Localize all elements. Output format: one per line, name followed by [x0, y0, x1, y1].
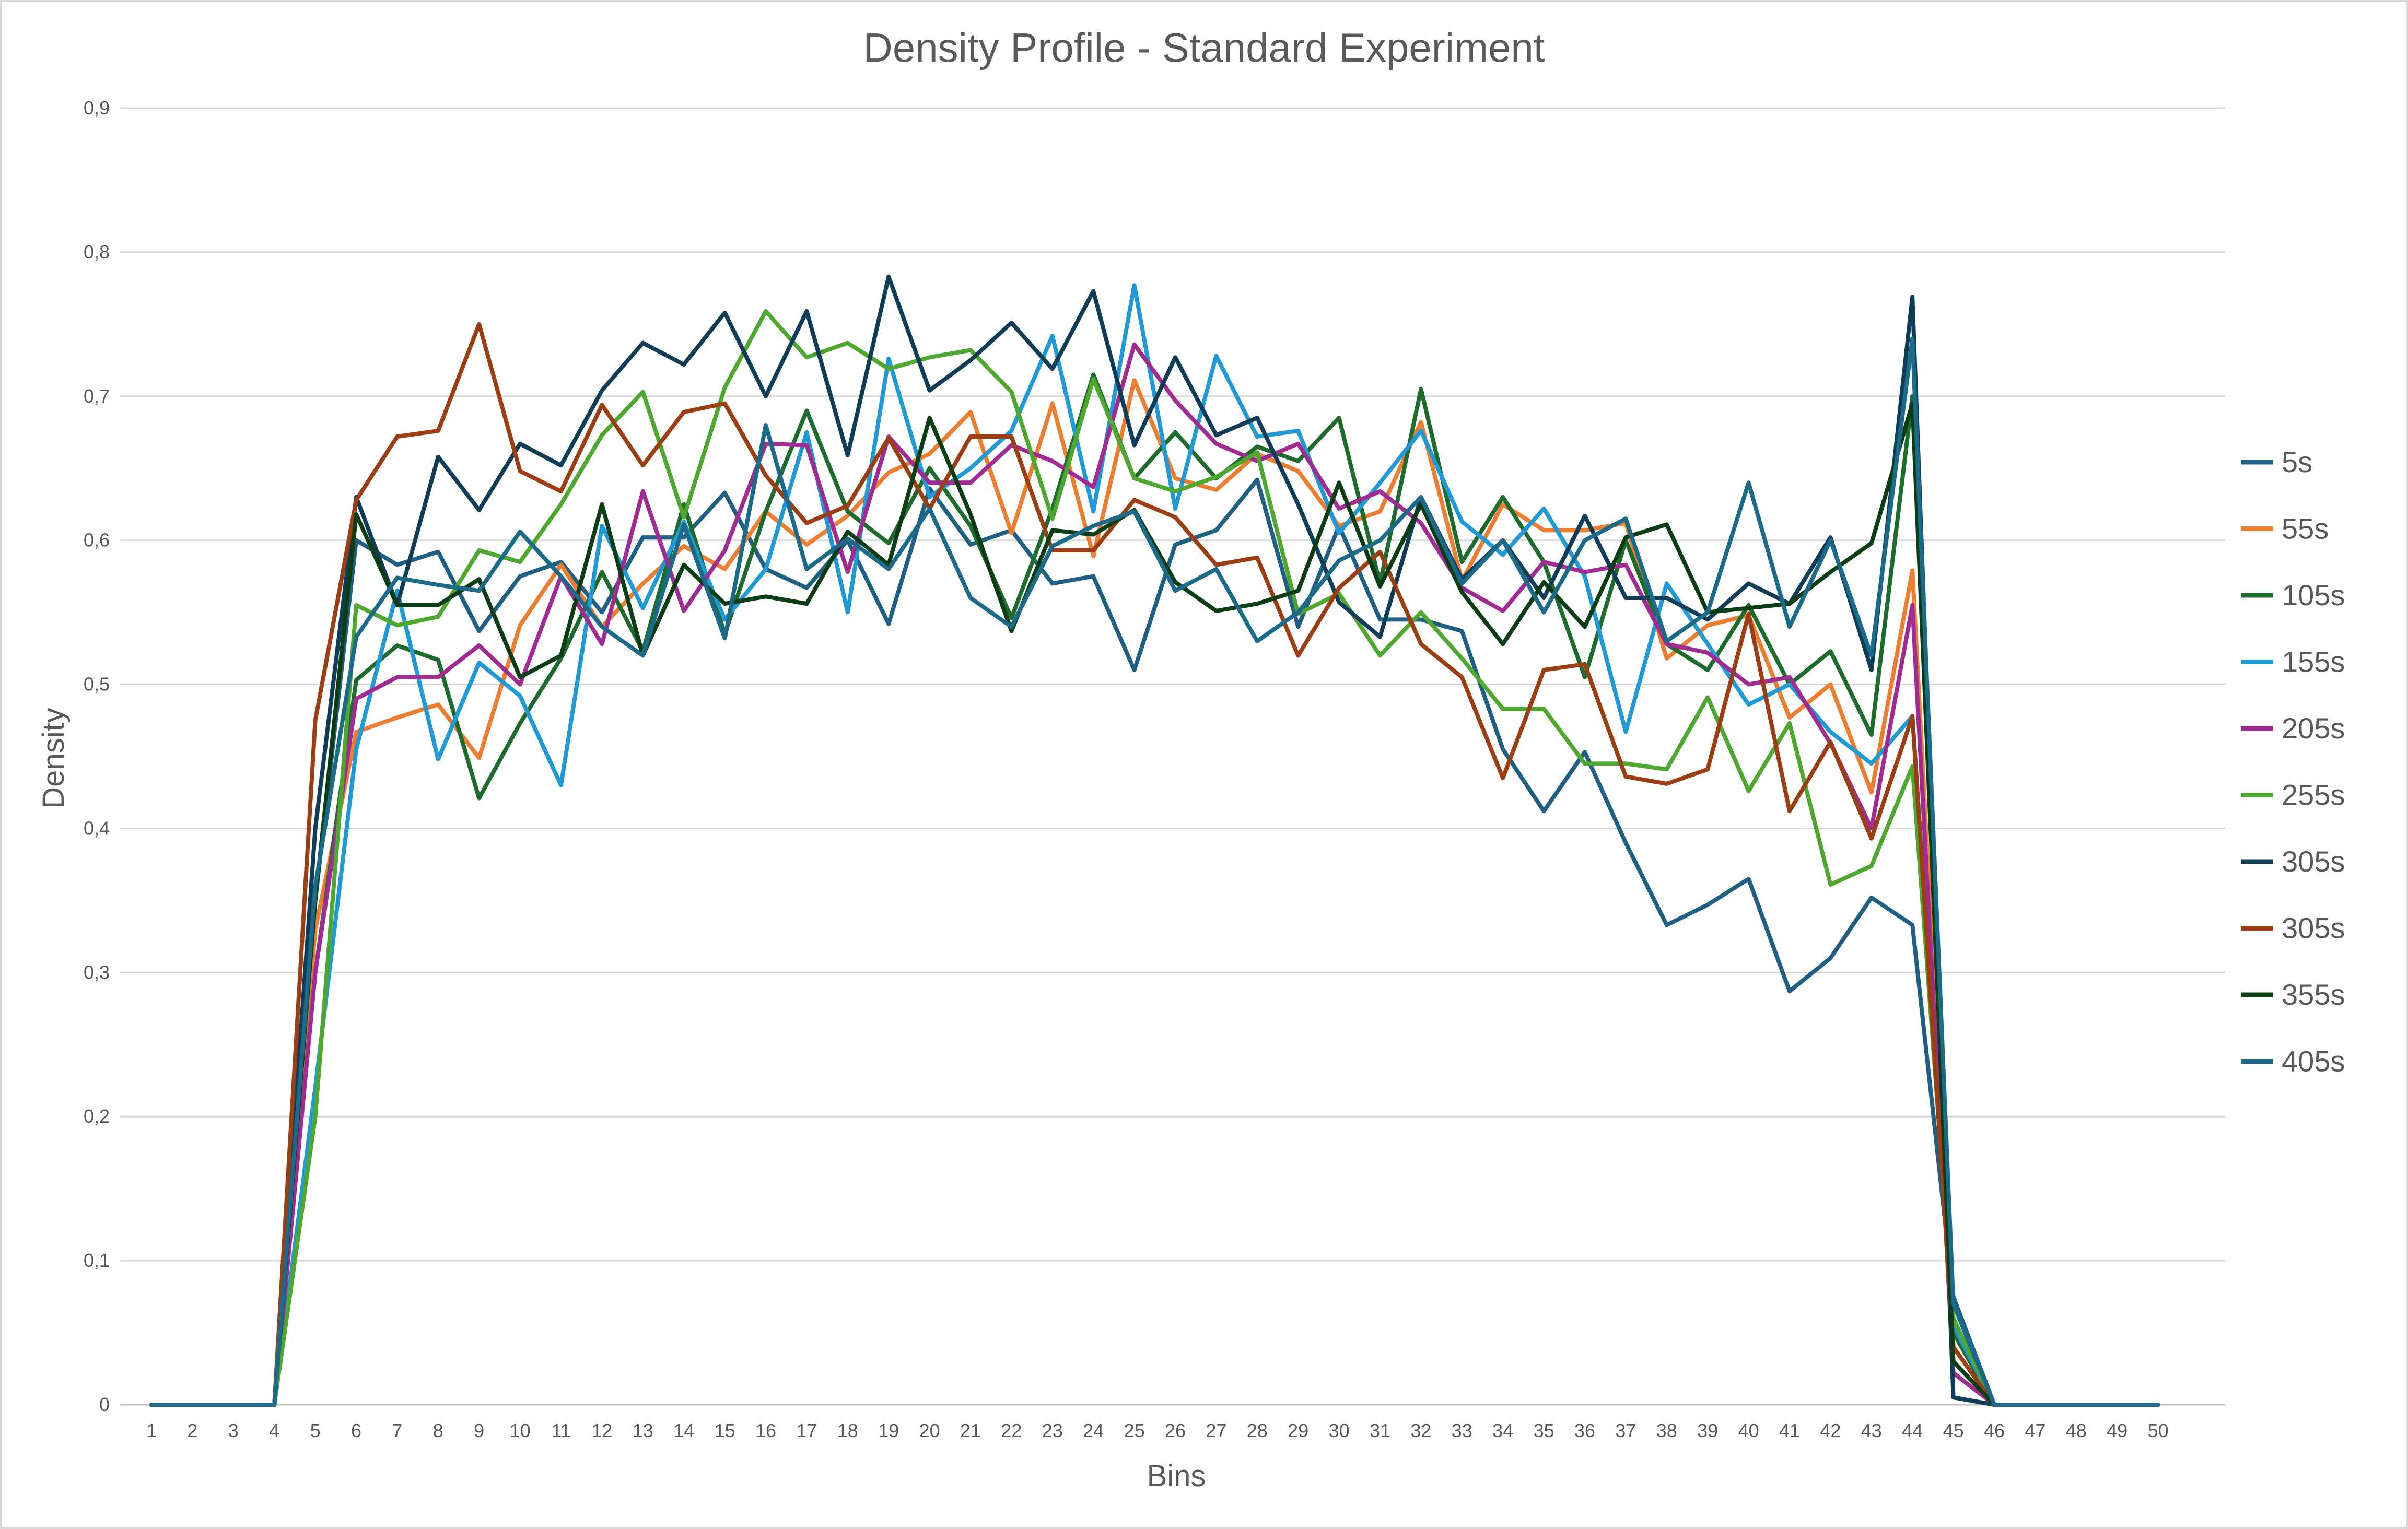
- x-tick-label: 41: [1779, 1420, 1800, 1441]
- y-tick-label: 0,3: [84, 961, 110, 983]
- y-tick-label: 0,7: [84, 385, 110, 407]
- x-tick-label: 34: [1492, 1420, 1513, 1441]
- series-line-2: [149, 378, 2160, 1407]
- legend-label: 155s: [2282, 645, 2345, 678]
- legend-label: 5s: [2282, 445, 2312, 478]
- x-tick-label: 37: [1615, 1420, 1636, 1441]
- x-tick-label: 1: [146, 1420, 157, 1441]
- x-tick-label: 11: [551, 1420, 570, 1441]
- x-tick-label: 50: [2148, 1420, 2169, 1441]
- legend-label: 405s: [2282, 1045, 2345, 1078]
- chart-title: Density Profile - Standard Experiment: [863, 25, 1545, 70]
- x-tick-label: 10: [510, 1420, 531, 1441]
- x-axis-title: Bins: [1147, 1459, 1206, 1493]
- legend-label: 205s: [2282, 712, 2345, 745]
- x-tick-label: 30: [1329, 1420, 1350, 1441]
- x-tick-label: 33: [1452, 1420, 1472, 1441]
- x-tick-label: 40: [1738, 1420, 1759, 1441]
- y-axis-title: Density: [37, 708, 71, 808]
- x-tick-label: 4: [269, 1420, 279, 1441]
- x-tick-label: 9: [474, 1420, 484, 1441]
- x-tick-label: 6: [351, 1420, 361, 1441]
- x-tick-label: 2: [187, 1420, 197, 1441]
- legend-label: 305s: [2282, 912, 2345, 945]
- legend-label: 355s: [2282, 978, 2345, 1011]
- x-tick-label: 21: [960, 1420, 981, 1441]
- x-tick-label: 12: [591, 1420, 612, 1441]
- x-tick-label: 22: [1001, 1420, 1022, 1441]
- x-tick-label: 20: [919, 1420, 940, 1441]
- series-line-1: [149, 477, 2160, 1407]
- x-tick-label: 31: [1370, 1420, 1390, 1441]
- y-tick-label: 0,5: [84, 674, 110, 695]
- x-tick-label: 15: [715, 1420, 735, 1441]
- series-line-9: [149, 401, 2160, 1407]
- x-tick-label: 35: [1534, 1420, 1554, 1441]
- x-tick-label: 29: [1288, 1420, 1308, 1441]
- x-tick-label: 45: [1943, 1420, 1964, 1441]
- legend-label: 255s: [2282, 779, 2345, 811]
- x-tick-label: 32: [1410, 1420, 1431, 1441]
- legend-label: 305s: [2282, 845, 2345, 878]
- x-tick-label: 26: [1165, 1420, 1186, 1441]
- x-tick-label: 48: [2066, 1420, 2087, 1441]
- y-tick-label: 0,8: [84, 241, 110, 263]
- legend-label: 55s: [2282, 512, 2329, 545]
- x-tick-label: 47: [2025, 1420, 2045, 1441]
- y-tick-label: 0,9: [84, 97, 110, 119]
- x-tick-label: 14: [673, 1420, 694, 1441]
- y-tick-label: 0,4: [84, 817, 110, 839]
- x-tick-label: 17: [796, 1420, 817, 1441]
- series-line-6: [149, 309, 2160, 1407]
- legend: 5s 55s 105s 155s 205s 255s 305s 305s 355s 405s: [2241, 445, 2345, 1078]
- y-tick-label: 0,6: [84, 530, 110, 551]
- x-tick-label: 27: [1206, 1420, 1226, 1441]
- y-tick-label: 0: [99, 1394, 110, 1415]
- x-tick-label: 8: [433, 1420, 443, 1441]
- series-lines: [149, 274, 2160, 1407]
- x-tick-label: 19: [878, 1420, 899, 1441]
- x-tick-label: 44: [1902, 1420, 1923, 1441]
- x-tick-label: 23: [1042, 1420, 1063, 1441]
- x-tick-label: 3: [228, 1420, 239, 1441]
- x-tick-label: 42: [1820, 1420, 1841, 1441]
- series-line-8: [149, 322, 2160, 1407]
- series-line-3: [149, 372, 2160, 1407]
- x-tick-label: 38: [1656, 1420, 1677, 1441]
- y-tick-label: 0,2: [84, 1105, 110, 1127]
- y-axis-ticks: 0 0,1 0,2 0,3 0,4 0,5 0,6 0,7 0,8 0,9: [84, 97, 110, 1415]
- x-tick-label: 25: [1124, 1420, 1145, 1441]
- x-tick-label: 24: [1083, 1420, 1104, 1441]
- x-tick-label: 43: [1861, 1420, 1882, 1441]
- x-axis-ticks: 1 2 3 4 5 6 7 8 9 10 11 12 13 14 15 16 17 18 19 20 21 22 23 24 2…: [146, 1420, 2169, 1441]
- x-tick-label: 7: [392, 1420, 402, 1441]
- series-line-5: [149, 342, 2160, 1407]
- x-tick-label: 18: [837, 1420, 858, 1441]
- x-tick-label: 49: [2107, 1420, 2128, 1441]
- series-line-7: [149, 274, 2160, 1407]
- legend-label: 105s: [2282, 579, 2345, 611]
- series-line-10: [149, 336, 2160, 1407]
- x-tick-label: 16: [755, 1420, 776, 1441]
- x-tick-label: 13: [633, 1420, 653, 1441]
- x-tick-label: 46: [1984, 1420, 2005, 1441]
- x-tick-label: 39: [1697, 1420, 1718, 1441]
- x-tick-label: 28: [1247, 1420, 1268, 1441]
- x-tick-label: 36: [1574, 1420, 1595, 1441]
- y-tick-label: 0,1: [84, 1250, 110, 1271]
- x-tick-label: 5: [310, 1420, 321, 1441]
